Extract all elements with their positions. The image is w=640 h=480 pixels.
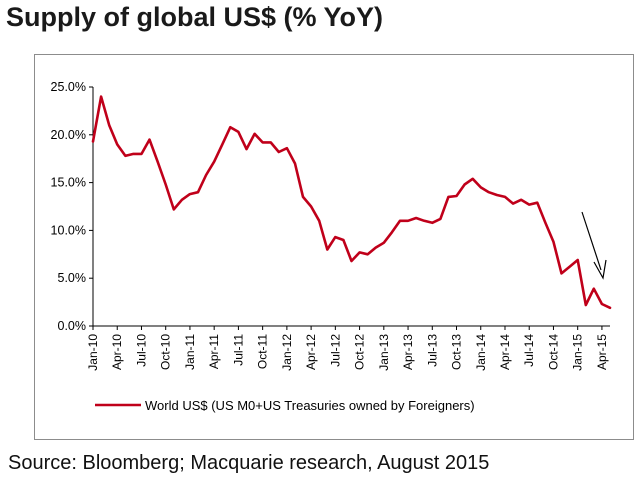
y-tick-label: 25.0% [51,80,86,94]
series-layer [91,95,612,310]
x-tick-label: Jul-14 [522,334,536,367]
y-tick-label: 10.0% [51,223,86,237]
x-tick-label: Jan-12 [280,334,294,371]
legend: World US$ (US M0+US Treasuries owned by … [95,398,475,413]
y-tick-label: 20.0% [51,128,86,142]
chart-frame [34,54,634,440]
annotation-layer [581,211,607,280]
x-tick-label: Jul-13 [425,334,439,367]
y-axis: 0.0% 5.0% 10.0% 15.0% 20.0% 25.0% [51,80,94,333]
x-tick-label: Jul-10 [134,334,148,367]
x-tick-label: Oct-13 [450,334,464,370]
source-note: Source: Bloomberg; Macquarie research, A… [8,452,490,474]
x-axis: Jan-10 Apr-10 Jul-10 Oct-10 Jan-11 Apr-11 Jul-… [86,325,610,371]
x-tick-label: Oct-12 [353,334,367,370]
x-tick-label: Jan-15 [571,334,585,371]
x-tick-label: Jan-13 [377,334,391,371]
x-tick-label: Oct-14 [546,334,560,370]
x-tick-label: Oct-10 [159,334,173,370]
x-tick-label: Apr-14 [498,334,512,370]
x-tick-label: Jan-14 [474,334,488,371]
x-tick-label: Apr-11 [207,334,221,369]
x-tick-label: Apr-15 [595,334,609,370]
x-tick-label: Jan-11 [183,334,197,370]
x-tick-label: Jul-12 [328,334,342,367]
x-tick-label: Oct-11 [256,334,270,369]
x-tick-label: Apr-10 [110,334,124,370]
y-tick-label: 0.0% [58,319,87,333]
annotation-arrow-head [593,259,607,280]
y-tick-label: 5.0% [58,271,87,285]
y-tick-label: 15.0% [51,176,86,190]
x-tick-label: Apr-13 [401,334,415,370]
x-tick-label: Jul-11 [231,334,245,366]
x-tick-label: Jan-10 [86,334,100,371]
annotation-arrow-shaft [581,211,602,271]
legend-label: World US$ (US M0+US Treasuries owned by … [145,398,475,413]
chart-title: Supply of global US$ (% YoY) [6,2,384,32]
series-line-world-usd [91,95,612,310]
x-tick-label: Apr-12 [304,334,318,370]
